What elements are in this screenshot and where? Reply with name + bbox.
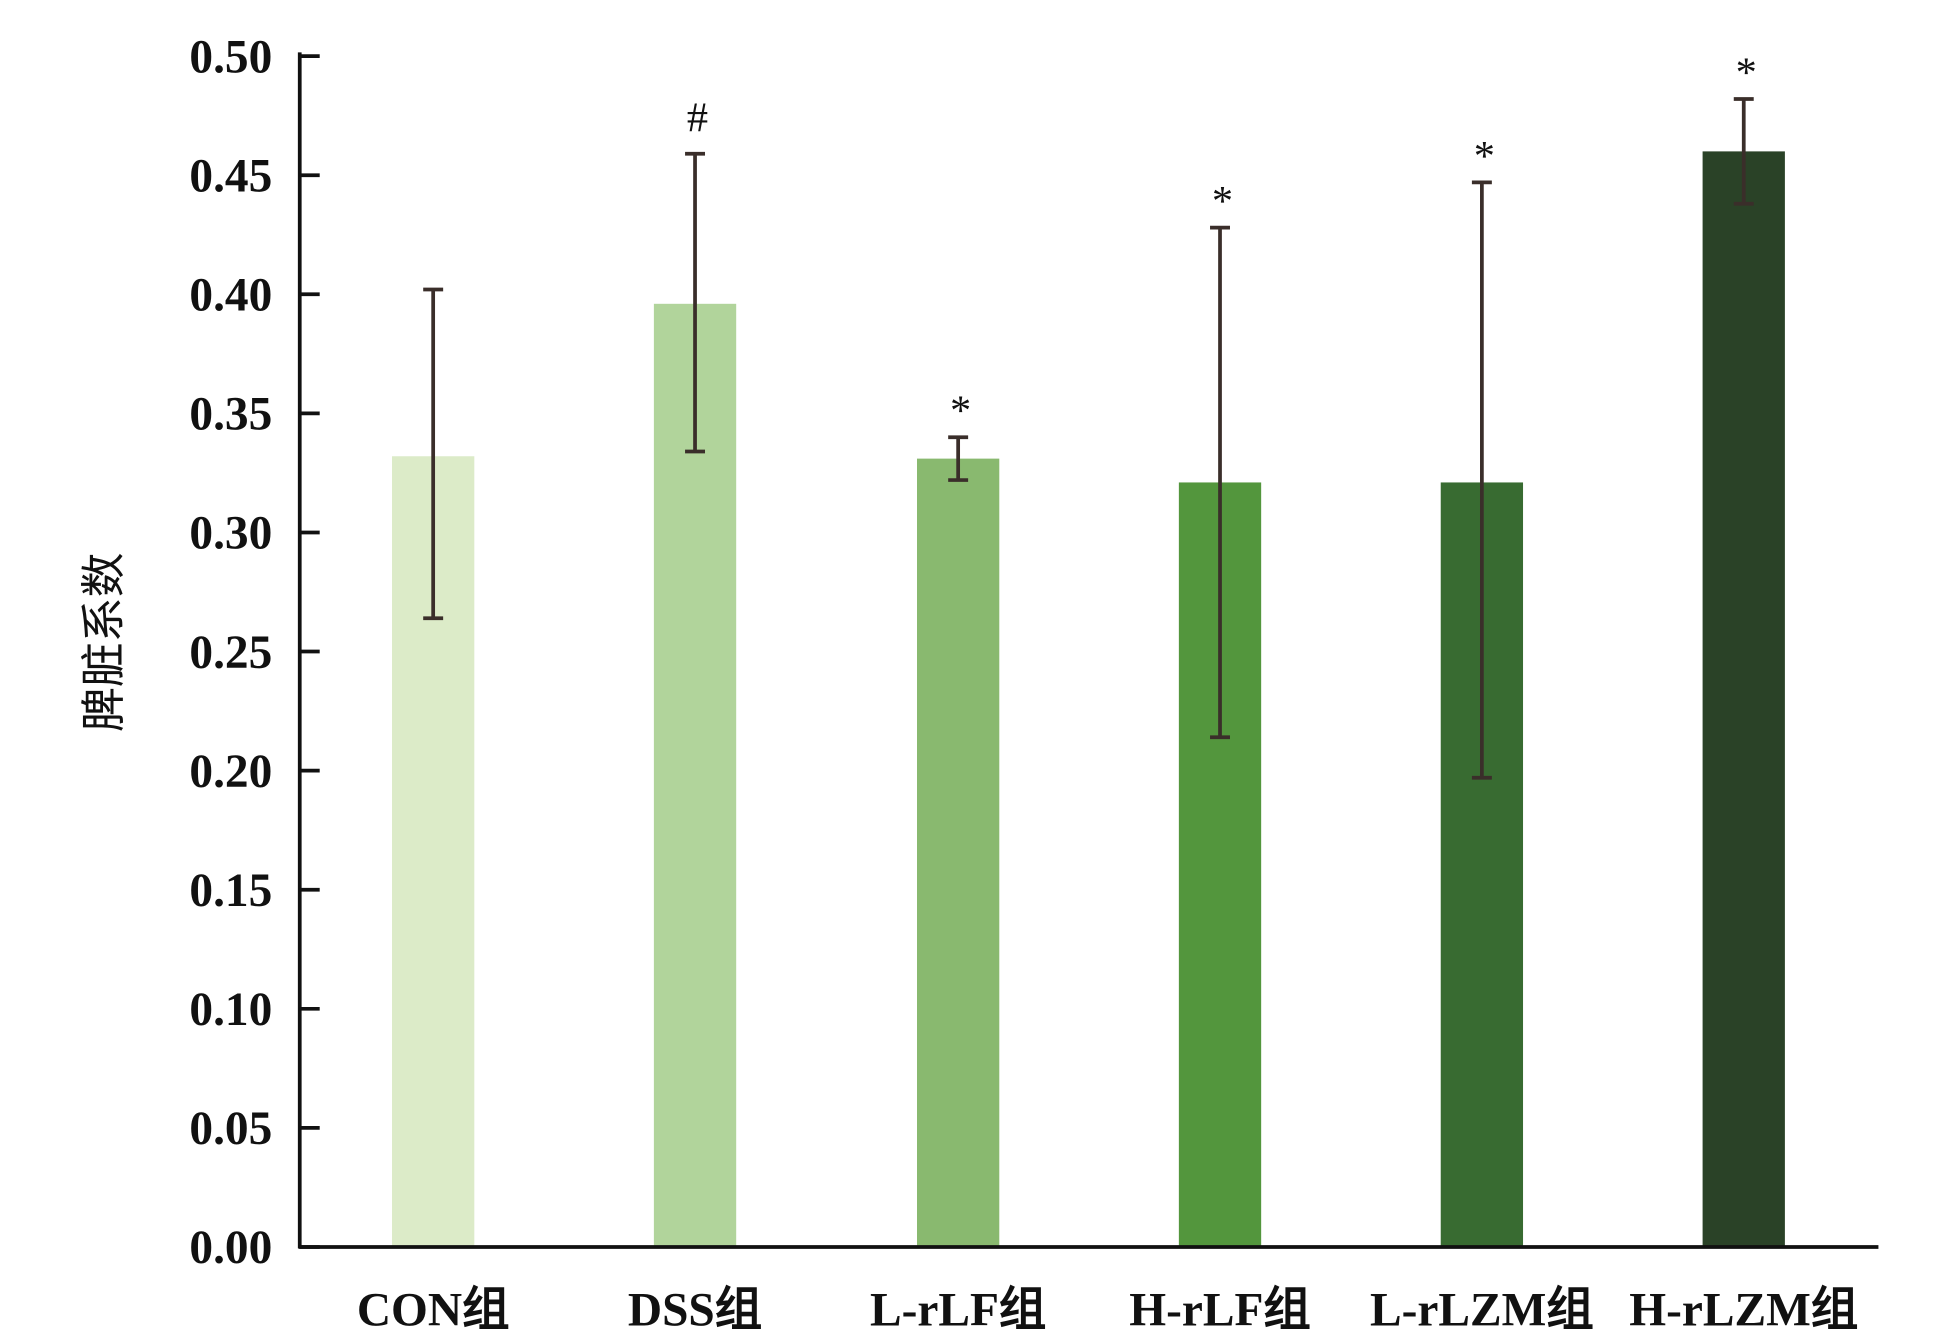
y-tick-label: 0.20: [189, 746, 272, 798]
bar-5: [1702, 151, 1785, 1247]
bar-2: [916, 458, 1000, 1247]
x-tick-label: H-rLZM组: [1629, 1284, 1858, 1337]
y-ticks-group: 0.00 0.05 0.10 0.15 0.20 0.25 0.30 0.35 0.40 0.45…: [189, 31, 320, 1274]
x-tick-label: DSS组: [628, 1284, 762, 1337]
y-tick-label: 0.30: [189, 508, 272, 560]
error-bars-group: [423, 97, 1754, 780]
y-tick-label: 0.35: [189, 389, 272, 441]
y-tick-label: 0.45: [189, 150, 272, 202]
y-tick-label: 0.40: [189, 269, 272, 321]
x-tick-label: H-rLF组: [1129, 1284, 1311, 1337]
significance-mark-1: #: [687, 94, 708, 141]
y-axis-label: 脾脏系数: [77, 552, 130, 732]
bars-group: [392, 151, 1785, 1247]
y-tick-label: 0.50: [189, 31, 272, 83]
y-tick-label: 0.10: [189, 984, 272, 1036]
y-tick-label: 0.05: [189, 1103, 272, 1155]
y-tick-label: 0.00: [189, 1222, 272, 1274]
x-tick-label: L-rLF组: [870, 1284, 1046, 1337]
significance-marks-group: # * * * *: [687, 50, 1757, 435]
x-tick-label: L-rLZM组: [1370, 1284, 1594, 1337]
bar-1: [653, 303, 737, 1247]
y-tick-label: 0.25: [189, 627, 272, 679]
significance-mark-2: *: [950, 388, 971, 435]
y-tick-label: 0.15: [189, 865, 272, 917]
x-tick-label: CON组: [357, 1284, 510, 1337]
significance-mark-3: *: [1212, 178, 1233, 225]
significance-mark-5: *: [1736, 50, 1757, 97]
significance-mark-4: *: [1474, 133, 1495, 180]
x-labels-group: CON组 DSS组 L-rLF组 H-rLF组 L-rLZM组 H-rLZM组: [357, 1284, 1858, 1337]
